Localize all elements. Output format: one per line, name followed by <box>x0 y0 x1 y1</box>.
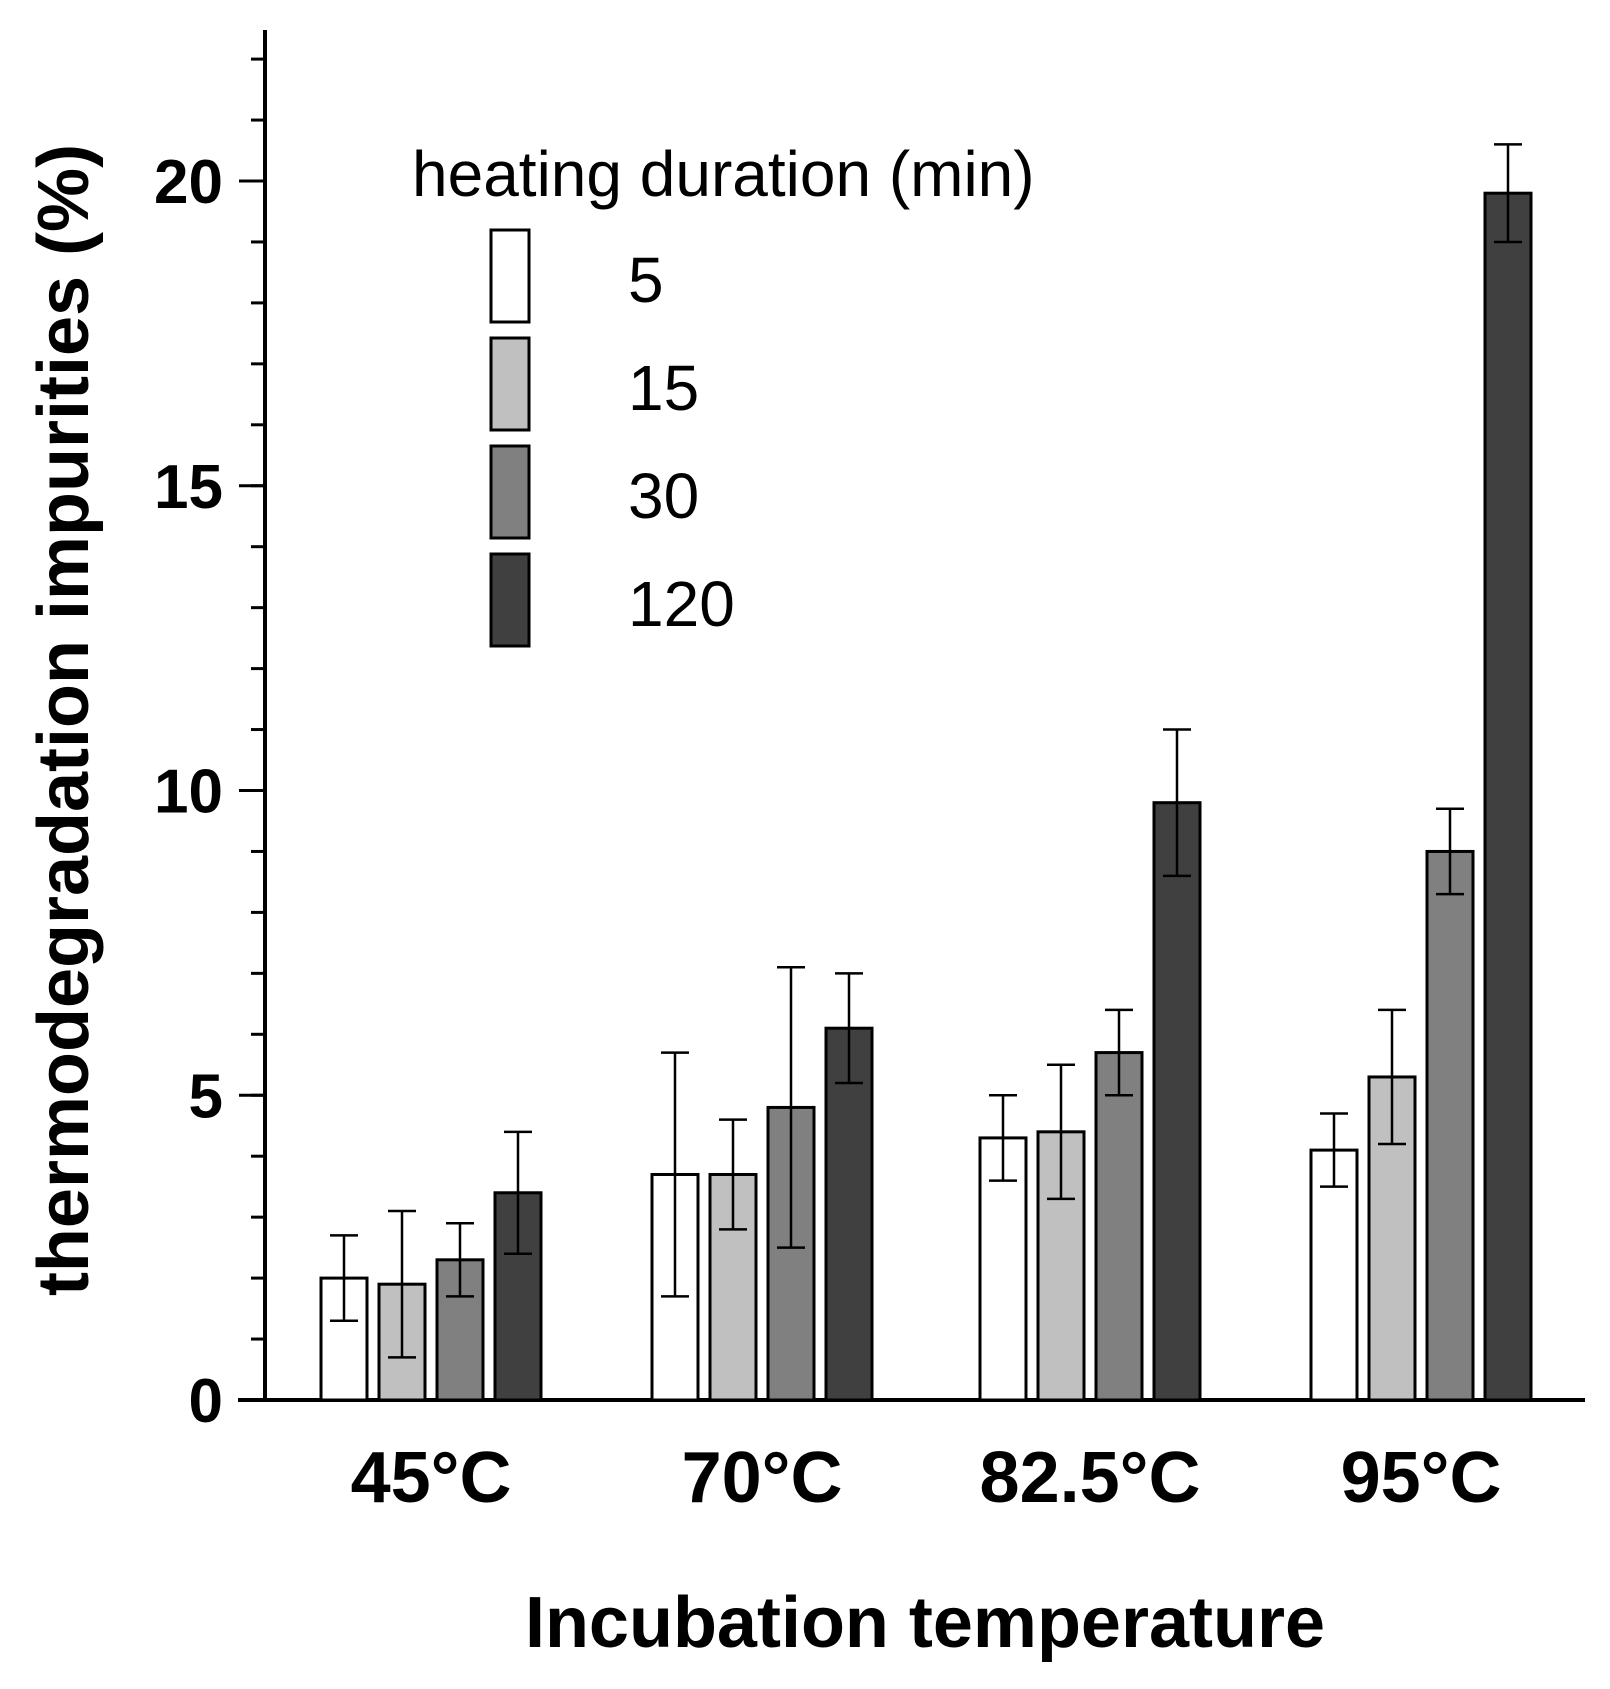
y-tick-label: 0 <box>189 1367 223 1436</box>
legend-label: 30 <box>628 460 699 532</box>
x-tick-label: 45°C <box>351 1438 512 1518</box>
x-axis-title: Incubation temperature <box>525 1583 1325 1663</box>
x-tick-label: 82.5°C <box>980 1438 1201 1518</box>
bar-group <box>319 1130 543 1402</box>
legend-swatch <box>489 444 531 540</box>
x-tick-label: 70°C <box>682 1438 843 1518</box>
y-tick-label: 5 <box>189 1062 223 1131</box>
bar-group <box>1309 143 1533 1402</box>
bar <box>1309 1148 1359 1402</box>
bar-group <box>978 728 1202 1402</box>
y-tick-label: 10 <box>154 758 223 827</box>
y-tick-label: 20 <box>154 148 223 217</box>
y-axis-title: thermodegradation impurities (%) <box>24 144 104 1296</box>
legend-swatch <box>489 336 531 432</box>
legend-swatch <box>489 228 531 324</box>
legend-title: heating duration (min) <box>412 138 1035 210</box>
bar <box>493 1191 543 1402</box>
bar <box>1152 801 1202 1402</box>
legend-label: 120 <box>628 568 735 640</box>
bar <box>1425 849 1475 1402</box>
plot-area: 0 5 10 15 20 45°C 70°C 82.5°C 95°C <box>154 30 1585 1518</box>
bar <box>824 1026 874 1402</box>
y-tick-label: 15 <box>154 453 223 522</box>
bar <box>1036 1130 1086 1402</box>
legend-label: 15 <box>628 352 699 424</box>
x-tick-label: 95°C <box>1341 1438 1502 1518</box>
legend-swatch <box>489 552 531 648</box>
legend: heating duration (min) 5 15 30 120 <box>412 138 1035 648</box>
bar-group <box>650 966 874 1402</box>
bar <box>1094 1051 1144 1402</box>
bar <box>1483 191 1533 1402</box>
legend-label: 5 <box>628 244 664 316</box>
